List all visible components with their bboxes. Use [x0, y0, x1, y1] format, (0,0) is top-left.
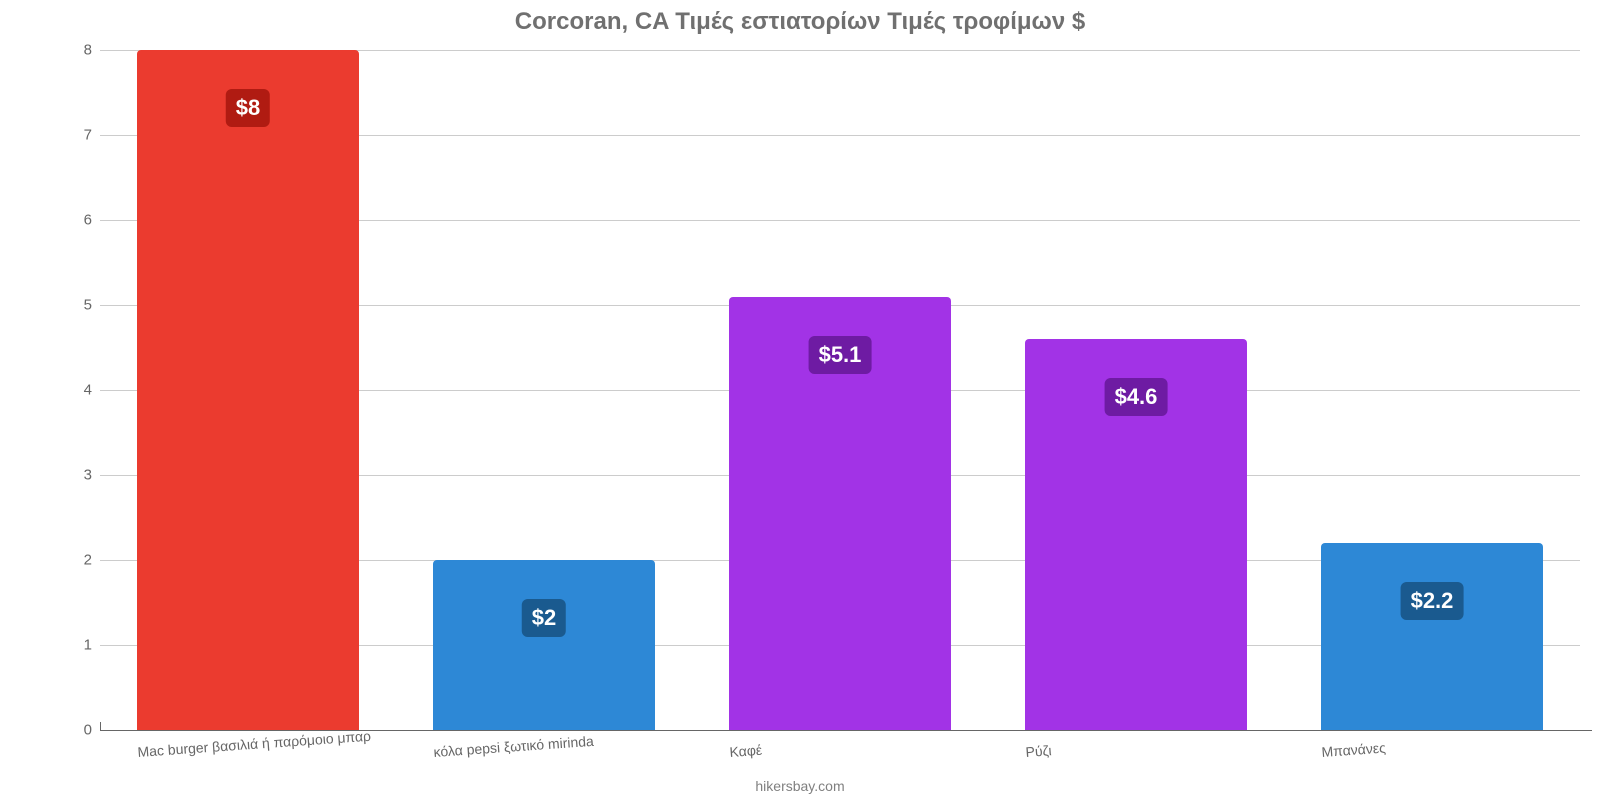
- value-badge: $8: [226, 89, 270, 127]
- price-bar-chart: Corcoran, CA Τιμές εστιατορίων Τιμές τρο…: [0, 0, 1600, 800]
- value-badge: $2: [522, 599, 566, 637]
- bar: [137, 50, 359, 730]
- y-tick-label: 6: [60, 212, 92, 229]
- value-badge: $2.2: [1401, 582, 1464, 620]
- y-tick-label: 4: [60, 382, 92, 399]
- y-tick-label: 8: [60, 42, 92, 59]
- source-credit: hikersbay.com: [0, 778, 1600, 794]
- value-badge: $5.1: [809, 336, 872, 374]
- y-axis-stub: [100, 722, 101, 730]
- value-badge: $4.6: [1105, 378, 1168, 416]
- y-tick-label: 0: [60, 722, 92, 739]
- bar: [1321, 543, 1543, 730]
- y-tick-label: 3: [60, 467, 92, 484]
- y-tick-label: 1: [60, 637, 92, 654]
- bar: [433, 560, 655, 730]
- y-tick-label: 7: [60, 127, 92, 144]
- x-tick-label: Καφέ: [729, 742, 763, 760]
- x-tick-label: Ρύζι: [1025, 742, 1052, 760]
- x-tick-label: Mac burger βασιλιά ή παρόμοιο μπαρ: [137, 728, 371, 760]
- y-tick-label: 5: [60, 297, 92, 314]
- plot-area: 012345678$8Mac burger βασιλιά ή παρόμοιο…: [100, 50, 1580, 730]
- chart-title: Corcoran, CA Τιμές εστιατορίων Τιμές τρο…: [0, 8, 1600, 36]
- x-tick-label: Μπανάνες: [1321, 740, 1386, 760]
- y-tick-label: 2: [60, 552, 92, 569]
- x-tick-label: κόλα pepsi ξωτικό mirinda: [433, 733, 594, 760]
